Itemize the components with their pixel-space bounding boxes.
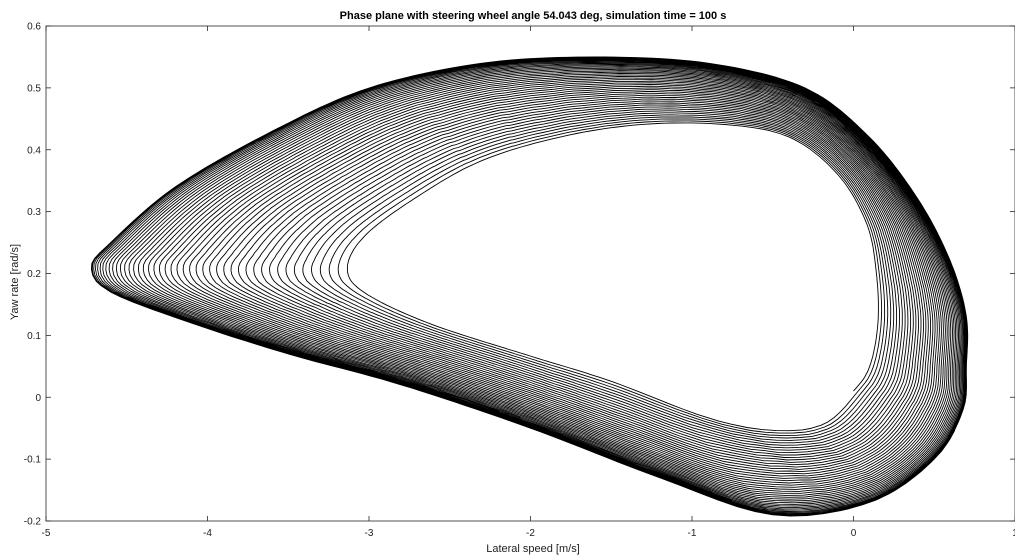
x-tick-label: -1: [688, 528, 697, 539]
x-tick-label: 0: [851, 528, 857, 539]
y-tick-label: -0.1: [24, 455, 42, 466]
y-axis-label: Yaw rate [rad/s]: [9, 244, 21, 320]
x-tick-label: -5: [42, 528, 51, 539]
y-tick-label: 0.6: [27, 22, 41, 33]
x-tick-label: -2: [526, 528, 535, 539]
x-axis-label: Lateral speed [m/s]: [486, 543, 580, 555]
chart-title: Phase plane with steering wheel angle 54…: [340, 10, 727, 22]
y-tick-label: 0.5: [27, 83, 41, 94]
y-tick-label: 0.2: [27, 269, 41, 280]
y-tick-label: 0.1: [27, 331, 41, 342]
y-tick-label: -0.2: [24, 517, 42, 528]
x-tick-label: -3: [365, 528, 374, 539]
x-tick-label: -4: [203, 528, 212, 539]
x-tick-label: 1: [1012, 528, 1015, 539]
y-tick-label: 0: [35, 393, 41, 404]
y-tick-label: 0.3: [27, 207, 41, 218]
axis-ticks: -5 -4 -3 -2 -1 0 1 -0.2 -0.1 0 0.1 0.2 0.3 0.4 0.5 0.6: [24, 22, 1015, 539]
y-tick-label: 0.4: [27, 145, 41, 156]
trajectory-line: [90, 56, 969, 517]
